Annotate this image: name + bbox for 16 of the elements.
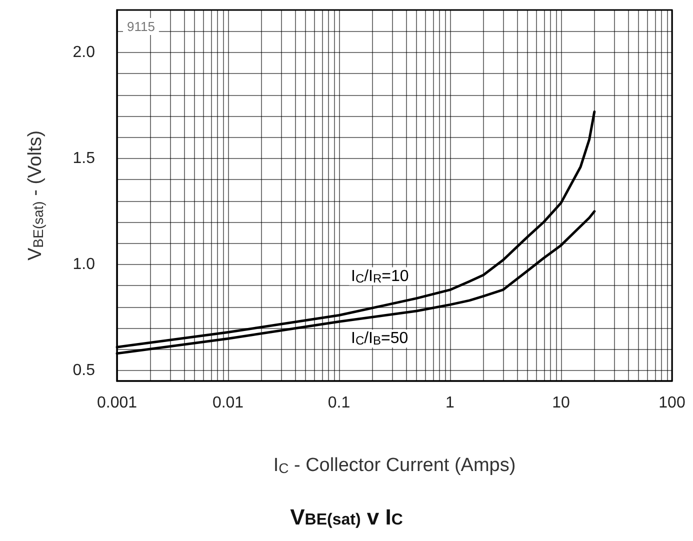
x-axis-title: IC - Collector Current (Amps) bbox=[273, 455, 516, 476]
text: VBE(sat) v IC bbox=[290, 504, 404, 530]
x-tick-label: 0.001 bbox=[96, 394, 138, 412]
y-tick-label: 0.5 bbox=[72, 362, 96, 379]
y-tick-label: 1.5 bbox=[72, 150, 96, 167]
x-tick-label: 1 bbox=[446, 394, 455, 412]
x-tick-label: 0.1 bbox=[328, 394, 350, 412]
y-tick-label: 2.0 bbox=[72, 44, 96, 61]
x-tick-label: 10 bbox=[552, 394, 570, 412]
series-label: IC/IB=50 bbox=[351, 330, 408, 348]
y-tick-label: 1.0 bbox=[72, 256, 96, 273]
y-axis-title: VBE(sat) - (Volts) bbox=[25, 130, 46, 261]
annotation: 9115 bbox=[127, 19, 155, 34]
x-tick-label: 100 bbox=[658, 394, 686, 412]
series-label: IC/IR=10 bbox=[351, 268, 409, 286]
x-tick-label: 0.01 bbox=[212, 394, 244, 412]
